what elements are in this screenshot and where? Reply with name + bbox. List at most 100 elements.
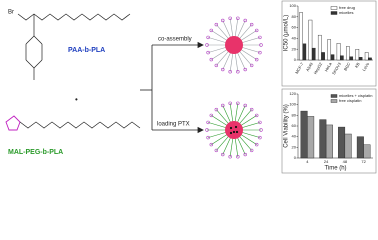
micelle-chain [240, 115, 257, 126]
bar [327, 39, 332, 61]
bar [317, 34, 322, 61]
chain-end [228, 101, 232, 105]
bond [33, 59, 43, 69]
bar [368, 57, 372, 61]
chain-end [206, 135, 210, 140]
chain-end [243, 18, 247, 23]
x-tick-label: 48 [343, 159, 348, 164]
backbone [17, 13, 131, 21]
arrows [140, 41, 204, 134]
chain-end [249, 22, 254, 27]
y-tick-label: 40 [292, 35, 297, 40]
chain-end [236, 16, 240, 20]
bar [344, 133, 352, 159]
chain-end [236, 101, 240, 105]
y-tick-label: 100 [289, 3, 296, 8]
x-tick-label: 24 [324, 159, 329, 164]
bar [311, 47, 316, 61]
micelle-chain [208, 46, 227, 53]
legend-swatch [330, 99, 338, 103]
y-tick-label: 20 [292, 144, 297, 149]
x-tick-label: 4 [306, 159, 309, 164]
chain-end [221, 67, 225, 72]
chain-end [209, 28, 213, 33]
bar [299, 12, 303, 61]
chain-end [243, 152, 247, 157]
micelle-chain [234, 52, 239, 72]
micelle-chain [234, 137, 239, 157]
chain-end [258, 120, 262, 125]
y-tick-label: 80 [292, 112, 297, 117]
drug [235, 130, 239, 134]
chain-end [249, 148, 254, 153]
micelle-chain [241, 46, 260, 53]
chain-end [214, 148, 219, 153]
chain-end [228, 16, 232, 20]
bar [339, 55, 344, 61]
drug [229, 131, 233, 135]
chain-end [205, 128, 209, 132]
y-axis-label: IC50 (μmol/L) [284, 15, 290, 51]
micelle-chain [240, 134, 257, 145]
micelle-chain [240, 30, 257, 41]
polymer-name: MAL-PEG-b-PLA [8, 149, 63, 156]
chain-end [258, 35, 262, 40]
plus: • [75, 95, 78, 104]
micelle-chain [208, 37, 227, 44]
micelle-chain [239, 24, 252, 40]
step-label: co-assembly [158, 37, 192, 43]
chain-end [243, 67, 247, 72]
structure-paa-pla [17, 13, 131, 80]
y-tick-label: 60 [292, 25, 297, 30]
micelle-chain [239, 135, 252, 151]
micelle-chain [239, 109, 252, 125]
micelle-chain [229, 103, 234, 123]
micelle-chain [239, 50, 252, 66]
chain-end [258, 50, 262, 55]
chain-end [221, 18, 225, 23]
micelle-chain [240, 49, 257, 60]
bar [325, 124, 333, 159]
bar [364, 52, 369, 61]
bar [346, 46, 350, 61]
y-tick-label: 0 [294, 155, 297, 160]
x-tick-label: SKOV3 [331, 61, 342, 76]
micelle-chain [222, 137, 231, 155]
chain-end [209, 142, 213, 147]
bond [25, 59, 35, 69]
chain-end [255, 28, 259, 33]
chain-end [209, 113, 213, 118]
x-tick-label: 72 [361, 159, 366, 164]
chain-end [209, 57, 213, 62]
x-tick-label: BGC [343, 61, 352, 71]
x-tick-label: LoVo [361, 61, 370, 72]
bar [330, 54, 335, 61]
chain-end [255, 57, 259, 62]
bar [358, 57, 363, 61]
micelle-chain [211, 30, 228, 41]
micelle-chain [234, 18, 239, 38]
chain-end [243, 103, 247, 108]
bar [355, 49, 360, 61]
bar [308, 19, 313, 61]
micelle-chain [237, 105, 246, 123]
bar [363, 144, 371, 159]
chain-end [249, 107, 254, 112]
chain-end [236, 155, 240, 159]
bar [302, 43, 307, 61]
chain-end [228, 70, 232, 74]
arrow-head [197, 41, 204, 49]
chain-end [258, 135, 262, 140]
micelle-chain [208, 131, 227, 138]
chain-end [214, 107, 219, 112]
linker [19, 121, 69, 129]
legend-swatch [330, 6, 338, 10]
chain-end [205, 43, 209, 47]
bar [349, 56, 354, 61]
micelle-chain [222, 20, 231, 38]
micelle-chain [216, 135, 229, 151]
x-axis-label: Time (h) [324, 166, 346, 172]
chain-end [228, 155, 232, 159]
micelle-chain [222, 52, 231, 70]
micelle-chain [229, 137, 234, 157]
